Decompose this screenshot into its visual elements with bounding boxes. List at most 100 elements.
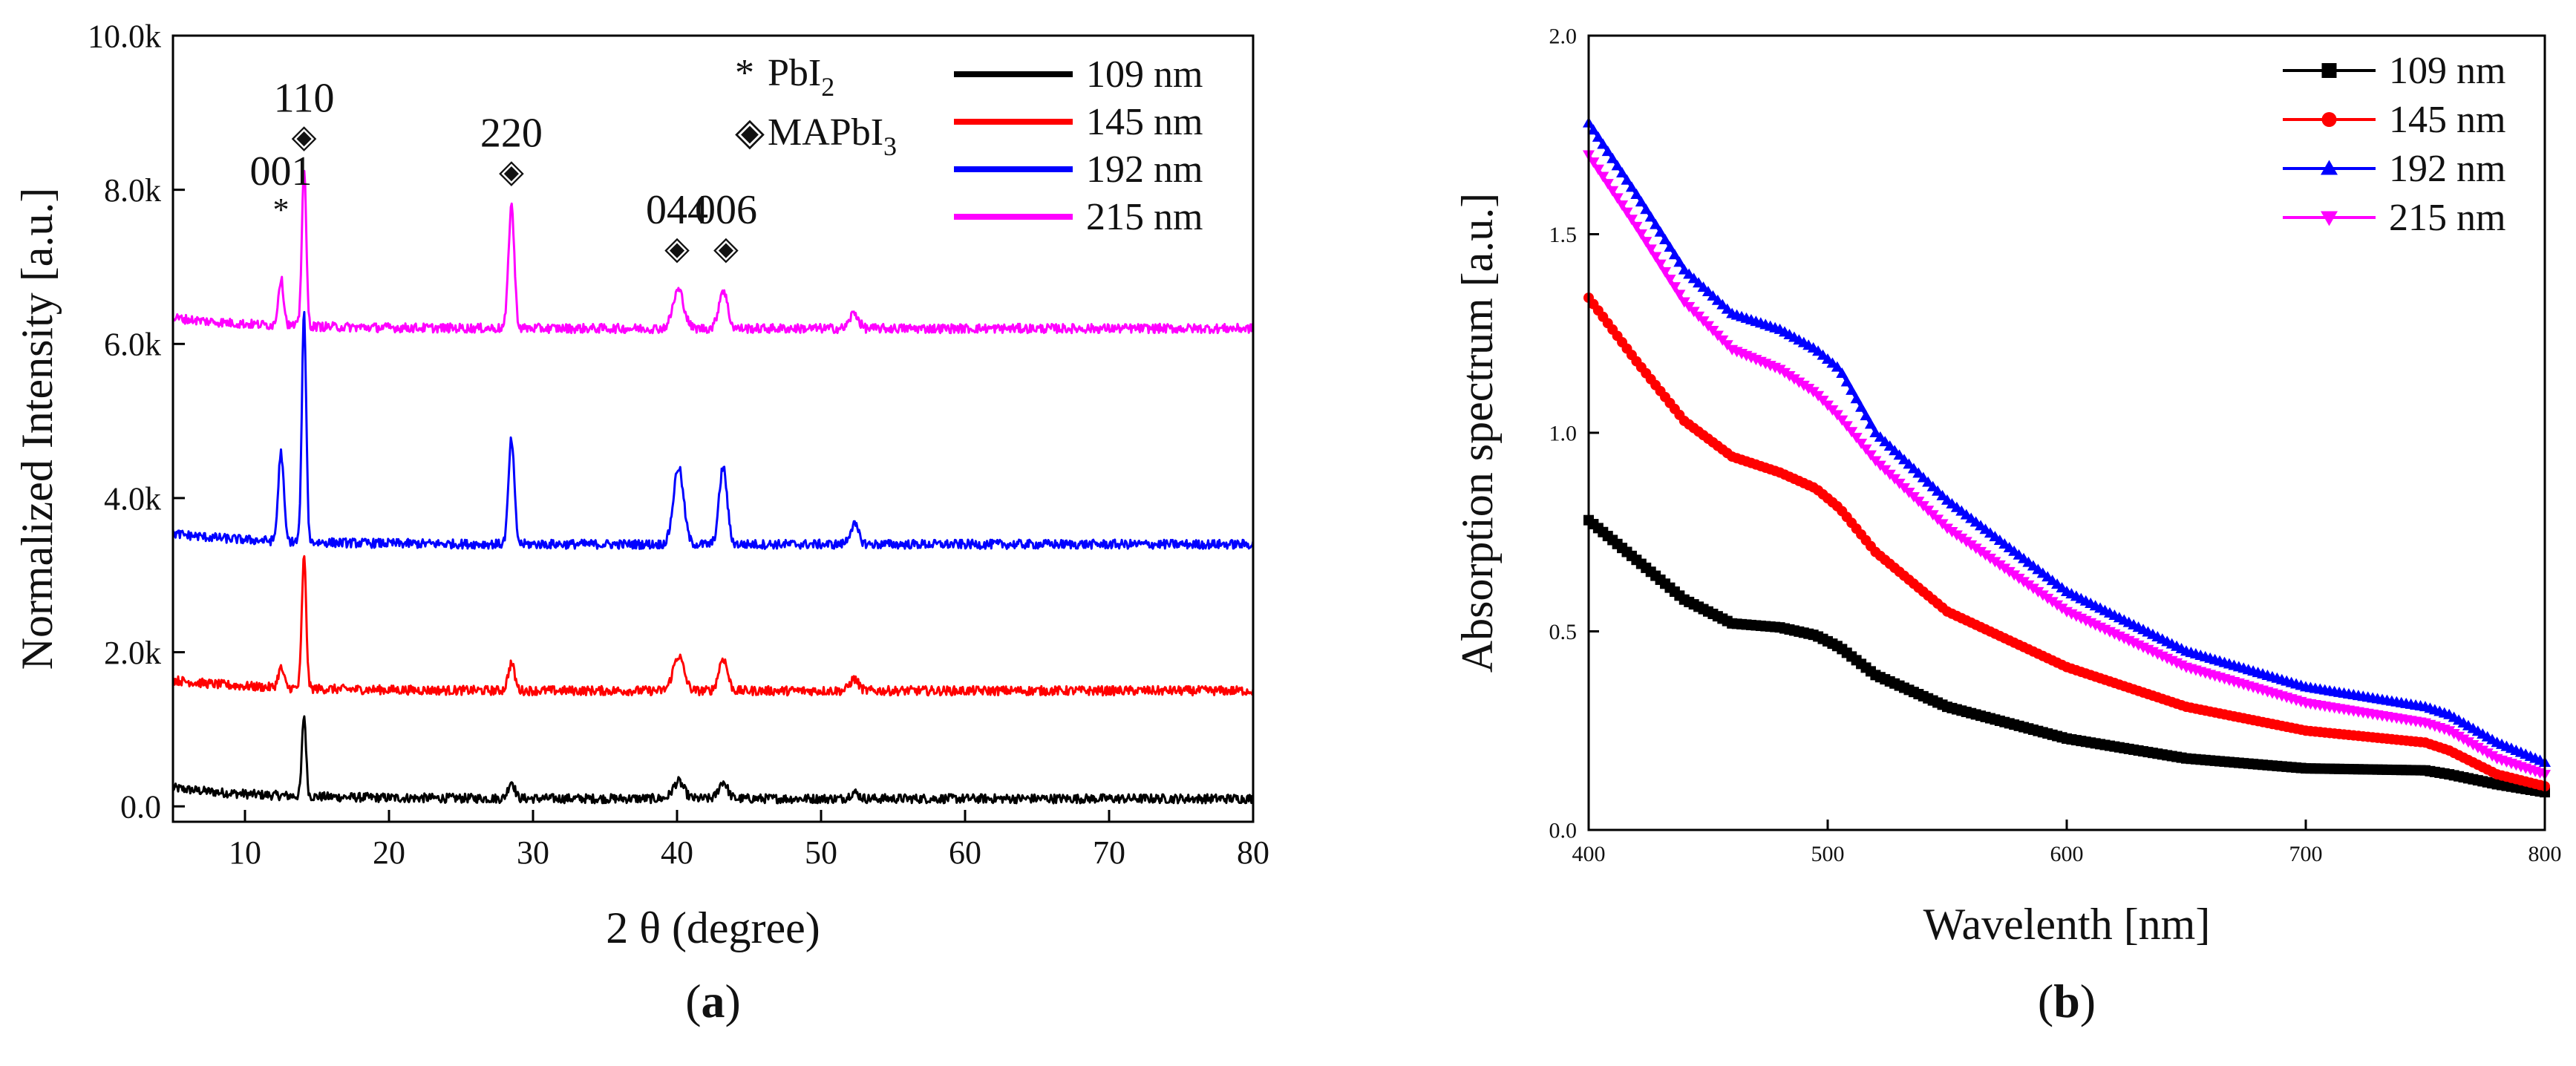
panel-a-peak-marker: ◈ bbox=[499, 153, 524, 189]
panel-b-legend-label-215-nm: 215 nm bbox=[2389, 197, 2505, 239]
panel-a-note-label: PbI2 bbox=[768, 52, 834, 102]
panel-a-y-axis-label: Normalized Intensity [a.u.] bbox=[13, 188, 62, 670]
panel-b-legend-marker-215-nm bbox=[2321, 211, 2338, 226]
panel-b-data-point bbox=[1644, 211, 1657, 222]
panel-b-data-point bbox=[1860, 410, 1872, 421]
panel-a-series-line-192-nm bbox=[171, 310, 1255, 550]
panel-a-x-tick-label: 10 bbox=[229, 834, 261, 871]
panel-b-data-point bbox=[2448, 729, 2460, 740]
panel-b-data-point bbox=[1658, 266, 1672, 278]
panel-b-data-point bbox=[1654, 259, 1667, 270]
panel-a-series-line-145-nm bbox=[171, 555, 1255, 697]
panel-b-data-point bbox=[1635, 196, 1647, 207]
panel-b-data-point bbox=[1606, 186, 1619, 197]
panel-a-series-line-109-nm bbox=[171, 715, 1255, 805]
panel-b-data-point bbox=[1673, 256, 1686, 267]
panel-b-data-point bbox=[1592, 131, 1604, 142]
panel-b-data-point bbox=[1606, 152, 1619, 163]
panel-a-peak-label: 220 bbox=[480, 110, 543, 156]
panel-b-data-point bbox=[2457, 734, 2470, 745]
panel-b-data-point bbox=[2486, 751, 2499, 762]
panel-a-legend-label-192-nm: 192 nm bbox=[1086, 148, 1203, 191]
panel-b-data-point bbox=[1601, 179, 1614, 190]
panel-b-data-point bbox=[1635, 229, 1647, 241]
panel-b-y-axis-label: Absorption spectrum [a.u.] bbox=[1453, 193, 1502, 673]
panel-b-data-point bbox=[1621, 207, 1633, 218]
panel-b-data-point bbox=[1658, 233, 1672, 244]
panel-a-x-axis-label: 2 θ (degree) bbox=[606, 903, 820, 952]
panel-b-data-point bbox=[1625, 181, 1638, 192]
panel-b-data-point bbox=[1616, 167, 1629, 178]
panel-b-data-point bbox=[2462, 737, 2475, 748]
panel-a-peak-label: 044 bbox=[646, 187, 708, 233]
panel-a-x-tick-label: 20 bbox=[373, 834, 405, 871]
panel-b-data-point bbox=[1587, 124, 1600, 135]
panel-b-data-point bbox=[2481, 748, 2494, 759]
panel-b-data-point bbox=[1668, 282, 1681, 293]
panel-a-y-tick-label: 0.0 bbox=[120, 789, 161, 825]
panel-b-data-point bbox=[1846, 384, 1858, 395]
panel-a-legend-label-145-nm: 145 nm bbox=[1086, 101, 1203, 143]
panel-a-peak-label: 006 bbox=[695, 187, 757, 233]
panel-a-peak-marker: ◈ bbox=[292, 119, 317, 155]
panel-b-legend-label-145-nm: 145 nm bbox=[2389, 99, 2505, 141]
panel-b-series-markers-192-nm bbox=[1582, 117, 2552, 767]
panel-b-data-point bbox=[1831, 361, 1843, 372]
panel-b-data-point bbox=[1611, 193, 1624, 204]
panel-b-data-point bbox=[2477, 745, 2489, 756]
panel-b-caption: (b) bbox=[2038, 975, 2096, 1027]
panel-b-series-markers-215-nm bbox=[1582, 150, 2552, 781]
panel-b-data-point bbox=[1587, 157, 1600, 169]
panel-b-data-point bbox=[1601, 145, 1614, 157]
panel-b-data-point bbox=[1630, 188, 1643, 199]
panel-a-x-tick-label: 50 bbox=[805, 834, 837, 871]
panel-b-legend-marker-145-nm bbox=[2321, 112, 2337, 127]
panel-a-y-tick-label: 2.0k bbox=[104, 635, 161, 671]
panel-b-data-point bbox=[1625, 215, 1638, 226]
panel-a-y-tick-label: 10.0k bbox=[88, 18, 161, 54]
panel-a-x-tick-label: 70 bbox=[1093, 834, 1125, 871]
panel-a-y-tick-label: 8.0k bbox=[104, 172, 161, 209]
panel-b-series-markers-145-nm bbox=[1583, 292, 2550, 792]
panel-a-y-tick-label: 6.0k bbox=[104, 327, 161, 363]
panel-b-data-point bbox=[1850, 393, 1863, 404]
panel-b-legend-label-192-nm: 192 nm bbox=[2389, 148, 2505, 190]
panel-a-peak-marker: * bbox=[273, 192, 290, 228]
panel-b-data-point bbox=[1846, 427, 1858, 438]
panel-b-data-point bbox=[1673, 290, 1686, 301]
panel-b-y-tick-label: 1.5 bbox=[1549, 223, 1578, 247]
panel-b-data-point bbox=[1850, 433, 1863, 444]
panel-a-caption: (a) bbox=[685, 975, 741, 1027]
panel-a-peak-marker: ◈ bbox=[713, 230, 739, 266]
panel-b-data-point bbox=[1621, 174, 1633, 185]
panel-b-data-point bbox=[1668, 249, 1681, 260]
panel-b-data-point bbox=[1836, 367, 1848, 379]
panel-b-data-point bbox=[1864, 418, 1877, 429]
panel-b-legend-marker-192-nm bbox=[2321, 160, 2338, 175]
panel-b-x-tick-label: 400 bbox=[1572, 842, 1606, 866]
panel-b-data-point bbox=[1592, 164, 1604, 175]
panel-a-x-tick-label: 60 bbox=[949, 834, 981, 871]
panel-a-peak-marker: ◈ bbox=[664, 230, 690, 266]
panel-b-y-tick-label: 0.0 bbox=[1549, 819, 1578, 843]
panel-a-legend-label-109-nm: 109 nm bbox=[1086, 53, 1203, 96]
panel-a-legend-label-215-nm: 215 nm bbox=[1086, 196, 1203, 238]
panel-b-data-point bbox=[1630, 221, 1643, 232]
panel-a-x-tick-label: 40 bbox=[661, 834, 693, 871]
panel-b-legend-marker-109-nm bbox=[2321, 63, 2337, 78]
panel-a-peak-label: 110 bbox=[274, 76, 335, 122]
panel-b-data-point bbox=[1840, 421, 1853, 432]
panel-b-data-point bbox=[1864, 450, 1877, 461]
panel-b-data-point bbox=[1860, 444, 1872, 455]
panel-b-data-point bbox=[1611, 160, 1624, 171]
panel-b-data-point bbox=[1664, 241, 1676, 252]
panel-b-y-tick-label: 0.5 bbox=[1549, 620, 1578, 644]
panel-b-data-point bbox=[2467, 740, 2479, 751]
panel-b-data-point bbox=[1640, 203, 1653, 215]
panel-b-x-axis-label: Wavelenth [nm] bbox=[1923, 900, 2211, 949]
panel-b-legend-label-109-nm: 109 nm bbox=[2389, 50, 2505, 92]
panel-a-note-symbol: ◈ bbox=[735, 111, 765, 154]
panel-b-data-point bbox=[2453, 731, 2465, 742]
